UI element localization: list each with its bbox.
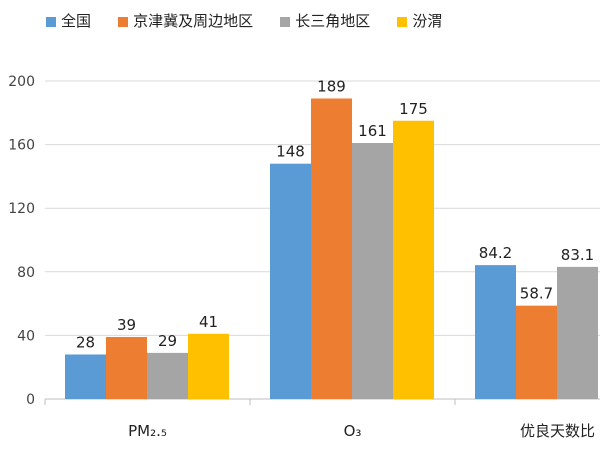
- bar: [147, 352, 188, 399]
- bar: [311, 98, 352, 400]
- data-label: 29: [158, 332, 177, 350]
- bar: [188, 333, 229, 399]
- y-tick-label: 160: [8, 138, 35, 154]
- bar: [106, 336, 147, 399]
- legend-swatch-jingjinji: [118, 17, 129, 27]
- legend-swatch-fenwei: [397, 17, 408, 27]
- y-tick-label: 200: [8, 74, 35, 90]
- category-label: 优良天数比: [520, 422, 595, 440]
- chart-legend: 全国 京津冀及周边地区 长三角地区 汾渭: [46, 9, 464, 33]
- legend-item-jingjinji: 京津冀及周边地区: [118, 9, 253, 33]
- data-label: 58.7: [520, 285, 553, 303]
- legend-item-fenwei: 汾渭: [397, 9, 442, 33]
- bar: [393, 120, 434, 399]
- y-tick-label: 120: [8, 201, 35, 217]
- legend-swatch-national: [46, 17, 56, 27]
- data-label: 39: [117, 316, 136, 334]
- legend-label-fenwei: 汾渭: [412, 12, 443, 30]
- category-label: PM₂.₅: [128, 422, 167, 440]
- category-label: O₃: [344, 422, 362, 440]
- bar: [270, 163, 311, 399]
- legend-label-national: 全国: [61, 12, 92, 30]
- bar: [65, 354, 106, 399]
- y-tick-label: 0: [26, 392, 35, 408]
- legend-label-yangtze-delta: 长三角地区: [295, 12, 371, 30]
- data-label: 41: [199, 313, 218, 331]
- data-label: 161: [358, 122, 387, 140]
- bar: [516, 305, 557, 399]
- data-label: 148: [276, 143, 305, 161]
- y-tick-label: 80: [17, 265, 35, 281]
- bar: [352, 143, 393, 399]
- legend-swatch-yangtze-delta: [280, 17, 291, 27]
- legend-item-national: 全国: [46, 9, 91, 33]
- y-tick-label: 40: [17, 328, 35, 344]
- bar: [557, 266, 598, 399]
- data-label: 83.1: [561, 246, 594, 264]
- data-label: 175: [399, 100, 428, 118]
- legend-label-jingjinji: 京津冀及周边地区: [133, 12, 254, 30]
- legend-item-yangtze-delta: 长三角地区: [280, 9, 370, 33]
- data-label: 28: [76, 333, 95, 351]
- bar: [475, 265, 516, 399]
- data-label: 84.2: [479, 244, 512, 262]
- data-label: 189: [317, 77, 346, 95]
